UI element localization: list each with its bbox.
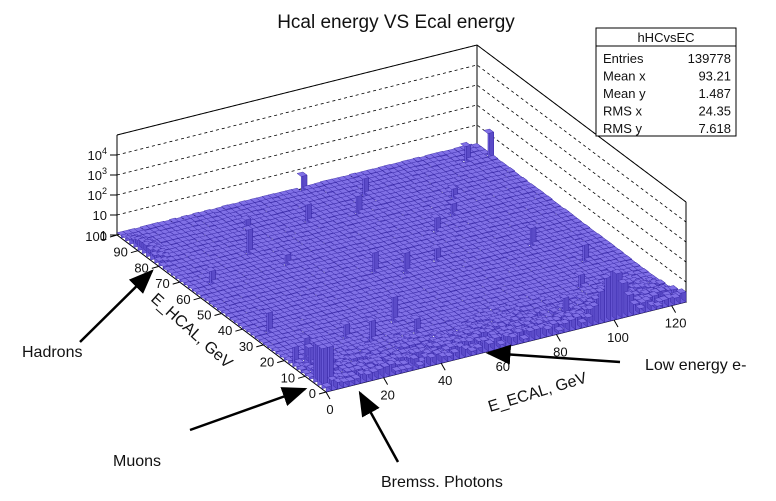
z-tick-label: 103 (88, 166, 107, 183)
stats-label: Entries (603, 51, 644, 66)
y-tick-mark (235, 328, 243, 332)
y-tick-mark (214, 313, 222, 316)
x-tick-mark (325, 391, 331, 400)
z-tick-label: 1 (100, 228, 107, 243)
y-tick-label: 0 (309, 386, 316, 401)
y-tick-mark (151, 265, 159, 269)
stats-name: hHCvsEC (637, 30, 694, 45)
z-tick-label: 102 (88, 186, 107, 203)
annotation-bremss-photons: Bremss. Photons (381, 474, 503, 491)
stats-value: 7.618 (698, 121, 731, 136)
muons-arrow (189, 387, 308, 432)
y-tick-mark (130, 250, 139, 254)
stats-value: 139778 (688, 51, 731, 66)
x-tick-label: 120 (665, 316, 687, 331)
annotation-muons: Muons (113, 453, 161, 470)
x-tick-mark (555, 334, 561, 342)
x-tick-label: 60 (496, 359, 510, 374)
lego-bar (242, 225, 253, 258)
stats-label: RMS x (603, 104, 643, 119)
hadrons-arrow (79, 269, 154, 343)
y-tick-mark (193, 297, 201, 301)
stats-label: Mean y (603, 86, 646, 101)
y-tick-label: 80 (134, 260, 148, 275)
y-tick-label: 90 (113, 245, 127, 260)
y-tick-label: 10 (281, 370, 295, 385)
top-edge (116, 44, 687, 203)
y-tick-label: 20 (260, 355, 274, 370)
stats-value: 1.487 (698, 86, 731, 101)
x-tick-mark (440, 362, 446, 371)
y-tick-label: 30 (239, 339, 253, 354)
annotation-low-energy-e: Low energy e- (645, 357, 746, 374)
x-tick-mark (383, 377, 389, 385)
y-tick-mark (172, 281, 180, 285)
bremss-arrow (358, 390, 400, 463)
stats-label: Mean x (603, 69, 646, 84)
y-tick-mark (256, 344, 264, 348)
y-tick-label: 40 (218, 323, 232, 338)
y-tick-mark (277, 360, 285, 364)
x-tick-label: 40 (438, 373, 452, 388)
x-axis-label: E_ECAL, GeV (486, 370, 589, 416)
x-tick-mark (613, 319, 619, 328)
stats-value: 24.35 (698, 104, 731, 119)
annotation-hadrons: Hadrons (22, 344, 82, 361)
stats-label: RMS y (603, 121, 643, 136)
y-tick-label: 60 (176, 292, 190, 307)
z-tick-label: 10 (93, 208, 107, 223)
x-tick-label: 100 (607, 330, 629, 345)
lego-bar (483, 128, 495, 160)
y-tick-label: 50 (197, 308, 211, 323)
y-tick-mark (318, 391, 327, 395)
stats-value: 93.21 (698, 69, 731, 84)
x-tick-label: 20 (380, 388, 394, 403)
lego-bars (116, 128, 687, 393)
chart-title: Hcal energy VS Ecal energy (277, 12, 515, 33)
x-tick-mark (671, 305, 677, 313)
y-tick-mark (297, 375, 306, 379)
x-tick-label: 0 (326, 402, 333, 417)
z-tick-label: 104 (88, 146, 107, 163)
stats-box: hHCvsEC Entries 139778 Mean x 93.21 Mean y 1.… (595, 27, 737, 137)
y-tick-label: 70 (155, 276, 169, 291)
